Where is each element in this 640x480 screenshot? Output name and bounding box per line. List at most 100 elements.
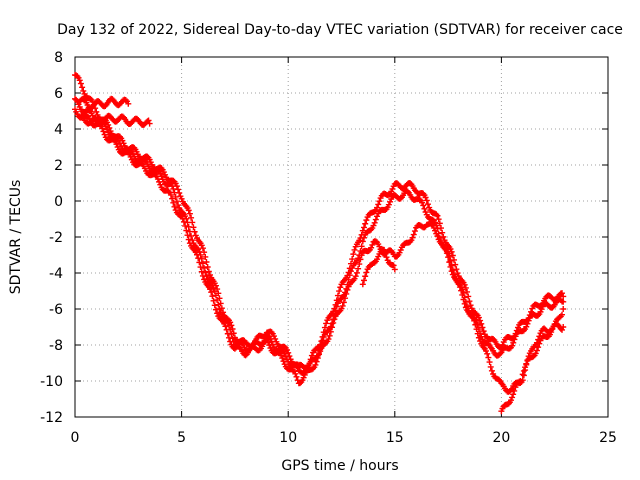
- data-point: [170, 185, 177, 192]
- data-point: [358, 243, 365, 250]
- data-point: [430, 224, 437, 231]
- data-point: [369, 241, 376, 248]
- data-point: [214, 296, 221, 303]
- data-point: [410, 231, 417, 238]
- data-point: [416, 196, 423, 203]
- data-point: [462, 284, 469, 291]
- data-point: [127, 153, 134, 160]
- data-point: [207, 286, 214, 293]
- data-point: [359, 281, 366, 288]
- data-point: [390, 262, 397, 269]
- data-point: [498, 380, 505, 387]
- data-point: [475, 314, 482, 321]
- data-point: [351, 246, 358, 253]
- data-point: [196, 259, 203, 266]
- data-point: [212, 292, 219, 299]
- data-point: [560, 293, 567, 300]
- data-point: [524, 320, 531, 327]
- data-point: [361, 277, 368, 284]
- data-point: [193, 251, 200, 258]
- data-point: [183, 227, 190, 234]
- data-point: [370, 222, 377, 229]
- data-point: [368, 244, 375, 251]
- data-point: [432, 219, 439, 226]
- data-point: [210, 297, 217, 304]
- data-point: [443, 250, 450, 257]
- data-point: [357, 256, 364, 263]
- data-point: [383, 254, 390, 261]
- data-point: [387, 198, 394, 205]
- data-point: [439, 229, 446, 236]
- data-point: [464, 288, 471, 295]
- data-point: [199, 272, 206, 279]
- data-point: [548, 329, 555, 336]
- data-point: [560, 298, 567, 305]
- data-point: [312, 361, 319, 368]
- data-point: [333, 303, 340, 310]
- series-fragment-c: [359, 246, 398, 288]
- data-point: [459, 291, 466, 298]
- data-point: [371, 219, 378, 226]
- data-point: [175, 202, 182, 209]
- data-point: [330, 319, 337, 326]
- series-fragment-e: [519, 306, 567, 378]
- data-point: [313, 358, 320, 365]
- data-point: [179, 215, 186, 222]
- data-point: [454, 270, 461, 277]
- data-point: [453, 266, 460, 273]
- data-point: [331, 316, 338, 323]
- data-point: [300, 374, 307, 381]
- data-point: [559, 290, 566, 297]
- data-point: [466, 298, 473, 305]
- data-point: [467, 302, 474, 309]
- data-point: [83, 112, 90, 119]
- data-point: [374, 204, 381, 211]
- data-point: [172, 193, 179, 200]
- data-point: [270, 333, 277, 340]
- data-point: [382, 250, 389, 257]
- data-point: [385, 201, 392, 208]
- series-trace-2: [72, 95, 567, 377]
- y-tick-label: 4: [54, 122, 63, 138]
- y-axis-label: SDTVAR / TECUs: [8, 180, 24, 295]
- data-point: [510, 391, 517, 398]
- data-point: [211, 302, 218, 309]
- data-point: [339, 302, 346, 309]
- data-point: [477, 338, 484, 345]
- data-point: [323, 320, 330, 327]
- data-point: [473, 326, 480, 333]
- data-point: [79, 84, 86, 91]
- data-point: [435, 216, 442, 223]
- data-point: [375, 201, 382, 208]
- data-point: [337, 284, 344, 291]
- data-point: [281, 343, 288, 350]
- data-point: [157, 181, 164, 188]
- x-tick-label: 20: [492, 430, 510, 446]
- data-point: [198, 268, 205, 275]
- data-point: [102, 102, 109, 109]
- data-point: [509, 342, 516, 349]
- series-layer: [72, 72, 567, 415]
- data-point: [169, 182, 176, 189]
- series-fragment-d: [498, 378, 524, 415]
- data-point: [353, 269, 360, 276]
- data-point: [356, 261, 363, 268]
- data-point: [186, 240, 193, 247]
- data-point: [549, 326, 556, 333]
- data-point: [480, 328, 487, 335]
- data-point: [154, 175, 161, 182]
- data-point: [292, 370, 299, 377]
- data-point: [76, 77, 83, 84]
- y-tick-label: 0: [54, 194, 63, 210]
- y-tick-label: 6: [54, 86, 63, 102]
- data-point: [146, 120, 153, 127]
- data-point: [365, 247, 372, 254]
- data-point: [329, 324, 336, 331]
- data-point: [422, 194, 429, 201]
- y-tick-label: -8: [49, 338, 63, 354]
- data-point: [358, 252, 365, 259]
- y-tick-label: -4: [49, 266, 63, 282]
- data-point: [201, 265, 208, 272]
- data-point: [483, 347, 490, 354]
- data-point: [280, 358, 287, 365]
